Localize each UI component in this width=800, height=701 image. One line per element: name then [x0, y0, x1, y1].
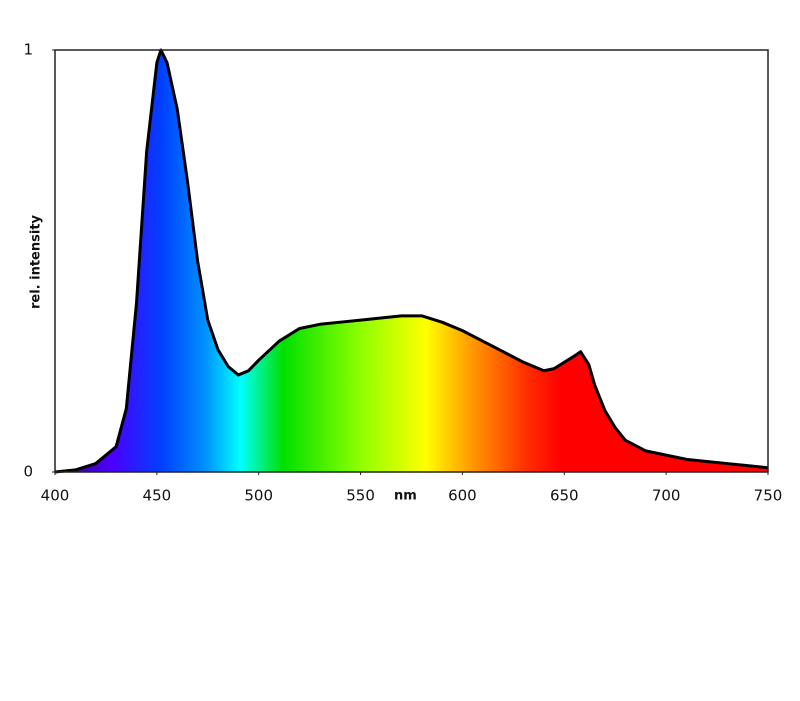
x-tick-label: 550: [346, 487, 375, 505]
x-tick-label: 450: [143, 487, 172, 505]
y-tick-label: 1: [23, 41, 33, 59]
y-axis-label: rel. intensity: [29, 214, 44, 309]
x-axis-label: nm: [394, 489, 417, 504]
x-tick-label: 600: [448, 487, 477, 505]
plot-frame: [54, 49, 769, 473]
x-tick-label: 750: [754, 487, 783, 505]
x-tick-label: 500: [244, 487, 273, 505]
x-tick-label: 400: [41, 487, 70, 505]
x-tick-label: 650: [550, 487, 579, 505]
y-tick-label: 0: [23, 463, 33, 481]
x-tick-label: 700: [652, 487, 681, 505]
spectrum-fill: [55, 50, 768, 472]
